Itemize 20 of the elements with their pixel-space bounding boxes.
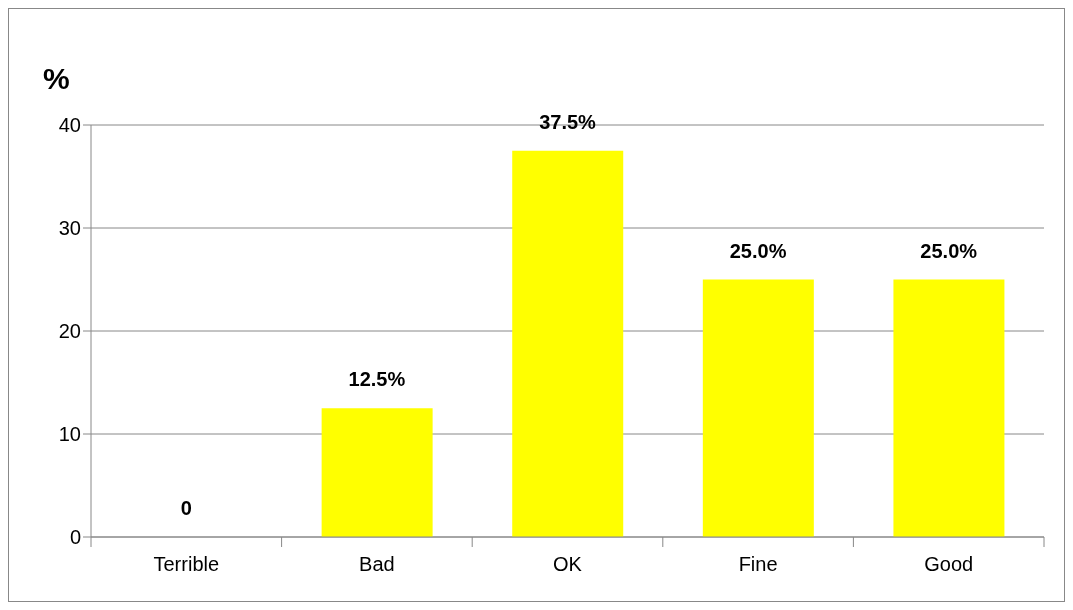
y-tick-label: 40 <box>58 114 81 137</box>
x-tick-label: Fine <box>738 553 778 575</box>
bar <box>893 279 1005 537</box>
y-axis-title: % <box>43 62 70 95</box>
data-label: 25.0% <box>920 239 978 262</box>
bar <box>702 279 814 537</box>
y-tick-label: 30 <box>58 217 81 240</box>
data-label: 12.5% <box>348 368 406 391</box>
x-tick-label: Terrible <box>153 553 220 575</box>
x-tick-label: Bad <box>359 553 395 575</box>
data-label: 37.5% <box>539 110 597 133</box>
bar <box>512 150 624 537</box>
data-label: 0 <box>180 497 192 519</box>
x-tick-label: OK <box>553 553 583 575</box>
y-tick-label: 20 <box>58 320 81 343</box>
x-tick-label: Good <box>924 553 974 575</box>
data-label: 25.0% <box>729 239 787 262</box>
y-tick-label: 10 <box>58 423 81 446</box>
bar <box>321 408 433 537</box>
y-tick-label: 0 <box>69 526 81 549</box>
